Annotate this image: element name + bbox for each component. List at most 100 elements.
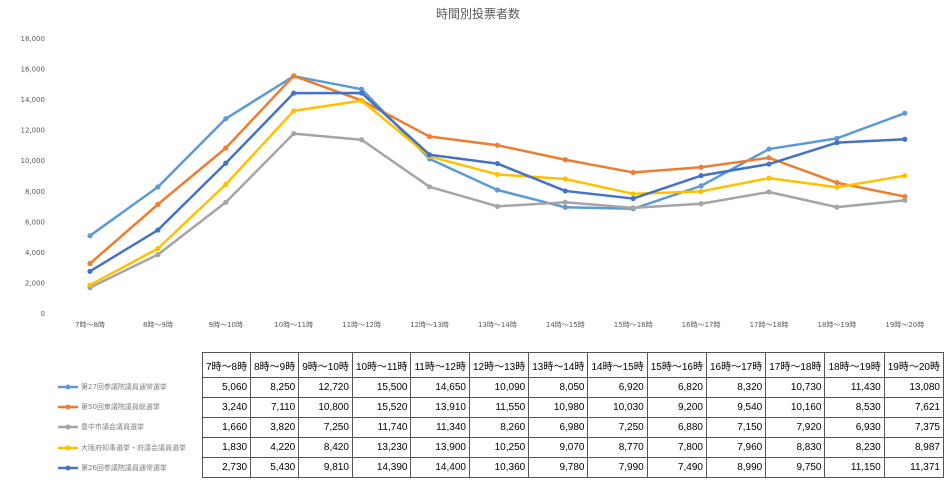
data-point bbox=[562, 157, 568, 163]
x-tick-label: 13時～14時 bbox=[478, 321, 517, 329]
x-tick-label: 15時～16時 bbox=[614, 321, 653, 329]
data-point bbox=[291, 90, 297, 96]
data-table: 7時～8時 8時～9時 9時～10時 10時～11時 11時～12時 12時～13時 13時… bbox=[201, 352, 944, 478]
data-point bbox=[834, 204, 840, 210]
table-cell: 10,090 bbox=[468, 377, 530, 398]
table-cell: 7,375 bbox=[883, 417, 944, 438]
series-5 bbox=[87, 90, 908, 274]
data-point bbox=[766, 175, 772, 181]
table-cell: 8,530 bbox=[824, 397, 885, 418]
y-tick-label: 8,000 bbox=[25, 188, 45, 196]
x-tick-label: 19時～20時 bbox=[885, 321, 924, 329]
y-tick-label: 2,000 bbox=[25, 279, 45, 287]
x-tick-label: 18時～19時 bbox=[817, 321, 856, 329]
table-cell: 10,360 bbox=[468, 457, 530, 478]
table-cell: 2,730 bbox=[201, 457, 252, 478]
table-cell: 8,990 bbox=[705, 457, 767, 478]
data-point bbox=[834, 180, 840, 186]
data-point bbox=[223, 160, 229, 166]
y-tick-label: 12,000 bbox=[21, 127, 46, 135]
table-cell: 3,820 bbox=[250, 417, 300, 438]
data-point bbox=[902, 173, 908, 179]
table-cell: 8,770 bbox=[587, 437, 648, 458]
y-tick-label: 16,000 bbox=[21, 66, 46, 74]
data-point bbox=[766, 161, 772, 167]
column-header: 12時～13時 bbox=[468, 352, 530, 378]
data-point bbox=[359, 86, 365, 92]
table-cell: 10,250 bbox=[468, 437, 530, 458]
x-tick-label: 9時～10時 bbox=[209, 321, 243, 329]
table-cell: 1,830 bbox=[201, 437, 252, 458]
y-tick-label: 4,000 bbox=[25, 249, 45, 257]
data-point bbox=[562, 204, 568, 210]
table-cell: 7,490 bbox=[646, 457, 707, 478]
table-cell: 6,920 bbox=[587, 377, 648, 398]
legend-marker-icon bbox=[58, 404, 78, 410]
legend-item: 第27回参議院議員通常選挙 bbox=[58, 377, 203, 397]
data-point bbox=[766, 146, 772, 152]
data-point bbox=[291, 73, 297, 79]
series-3 bbox=[87, 131, 908, 291]
x-tick-label: 17時～18時 bbox=[750, 321, 789, 329]
data-point bbox=[698, 201, 704, 207]
column-header: 7時～8時 bbox=[201, 352, 252, 378]
table-row: 3,240 7,110 10,800 15,520 13,910 11,550 10,980… bbox=[201, 397, 944, 418]
data-point bbox=[359, 137, 365, 143]
table-cell: 9,750 bbox=[765, 457, 826, 478]
table-cell: 8,230 bbox=[824, 437, 885, 458]
legend-label: 豊中市議会議員選挙 bbox=[81, 423, 144, 432]
table-cell: 10,800 bbox=[298, 397, 353, 418]
data-point bbox=[834, 135, 840, 141]
data-point bbox=[223, 181, 229, 187]
column-header: 19時～20時 bbox=[883, 352, 944, 378]
x-tick-label: 10時～11時 bbox=[274, 321, 313, 329]
chart-title: 時間別投票者数 bbox=[436, 6, 520, 21]
legend-item: 豊中市議会議員選挙 bbox=[58, 417, 203, 437]
x-tick-label: 11時～12時 bbox=[342, 321, 381, 329]
column-header: 13時～14時 bbox=[528, 352, 589, 378]
data-point bbox=[766, 155, 772, 161]
data-point bbox=[834, 184, 840, 190]
series-line bbox=[89, 74, 906, 265]
table-cell: 8,830 bbox=[765, 437, 826, 458]
data-point bbox=[87, 282, 93, 288]
table-cell: 5,430 bbox=[250, 457, 300, 478]
table-cell: 7,960 bbox=[705, 437, 767, 458]
series-4 bbox=[87, 98, 908, 288]
column-header: 14時～15時 bbox=[587, 352, 648, 378]
table-cell: 7,800 bbox=[646, 437, 707, 458]
series-line bbox=[89, 132, 905, 289]
legend-marker-icon bbox=[58, 445, 78, 451]
table-cell: 8,050 bbox=[528, 377, 589, 398]
data-point bbox=[698, 164, 704, 170]
table-cell: 14,400 bbox=[410, 457, 470, 478]
data-point bbox=[698, 173, 704, 179]
table-cell: 4,220 bbox=[250, 437, 300, 458]
table-cell: 9,070 bbox=[528, 437, 589, 458]
table-cell: 12,720 bbox=[298, 377, 353, 398]
data-point bbox=[291, 108, 297, 114]
table-cell: 11,371 bbox=[883, 457, 944, 478]
data-point bbox=[630, 191, 636, 197]
data-point bbox=[494, 171, 500, 178]
table-cell: 10,160 bbox=[765, 397, 826, 418]
table-cell: 9,540 bbox=[705, 397, 767, 418]
chart-legend: 第27回参議院議員通常選挙 第50回衆議院議員総選挙 豊中市議会議員選挙 大阪府知事選… bbox=[58, 377, 203, 478]
legend-marker-icon bbox=[58, 384, 78, 390]
column-header: 8時～9時 bbox=[250, 352, 300, 378]
table-cell: 14,650 bbox=[410, 377, 470, 398]
table-cell: 3,240 bbox=[201, 397, 252, 418]
legend-item: 大阪府知事選挙・府議会議員選挙 bbox=[58, 438, 203, 458]
table-cell: 13,080 bbox=[883, 377, 944, 398]
table-cell: 8,320 bbox=[705, 377, 767, 398]
table-row: 2,730 5,430 9,810 14,390 14,400 10,360 9,780 7,… bbox=[201, 457, 944, 478]
data-point bbox=[630, 195, 636, 202]
table-cell: 6,930 bbox=[824, 417, 885, 438]
table-cell: 7,250 bbox=[298, 417, 353, 438]
table-cell: 7,920 bbox=[765, 417, 826, 438]
table-cell: 10,980 bbox=[528, 397, 589, 418]
data-point bbox=[562, 199, 568, 205]
data-point bbox=[87, 260, 93, 267]
column-header: 15時～16時 bbox=[646, 352, 707, 378]
data-point bbox=[902, 197, 908, 203]
